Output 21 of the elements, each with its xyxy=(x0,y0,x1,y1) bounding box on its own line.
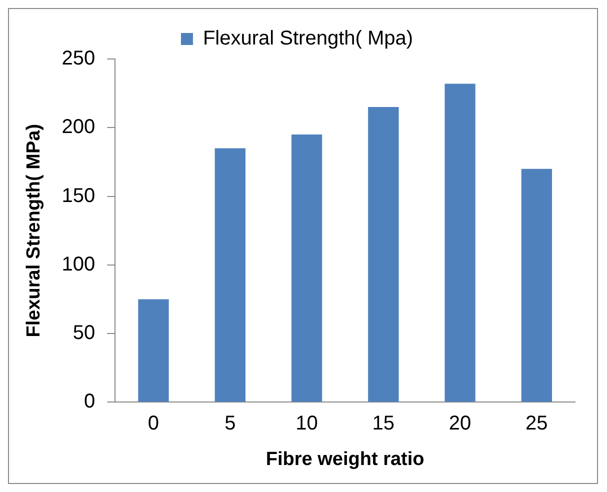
bar xyxy=(444,84,476,402)
bar xyxy=(291,134,322,402)
y-tick-label: 0 xyxy=(84,390,96,413)
x-tick-label: 10 xyxy=(296,412,318,435)
y-tick-label: 150 xyxy=(62,184,96,207)
x-tick-label: 25 xyxy=(526,412,548,435)
x-tick-label: 20 xyxy=(448,412,472,435)
y-tick-label: 100 xyxy=(62,253,96,276)
y-axis-title: Flexural Strength( MPa) xyxy=(24,124,45,338)
x-axis-title: Fibre weight ratio xyxy=(266,448,424,470)
bar xyxy=(368,107,399,402)
x-tick-label: 0 xyxy=(148,412,160,435)
x-tick-label: 15 xyxy=(372,412,395,435)
legend-label: Flexural Strength( Mpa) xyxy=(202,28,414,50)
y-tick-label: 200 xyxy=(62,116,96,138)
bar xyxy=(138,299,169,402)
x-tick-label: 5 xyxy=(224,412,236,435)
bar xyxy=(214,148,246,402)
bar xyxy=(521,168,552,402)
y-tick-label: 250 xyxy=(62,48,96,70)
y-tick-label: 50 xyxy=(72,322,96,344)
